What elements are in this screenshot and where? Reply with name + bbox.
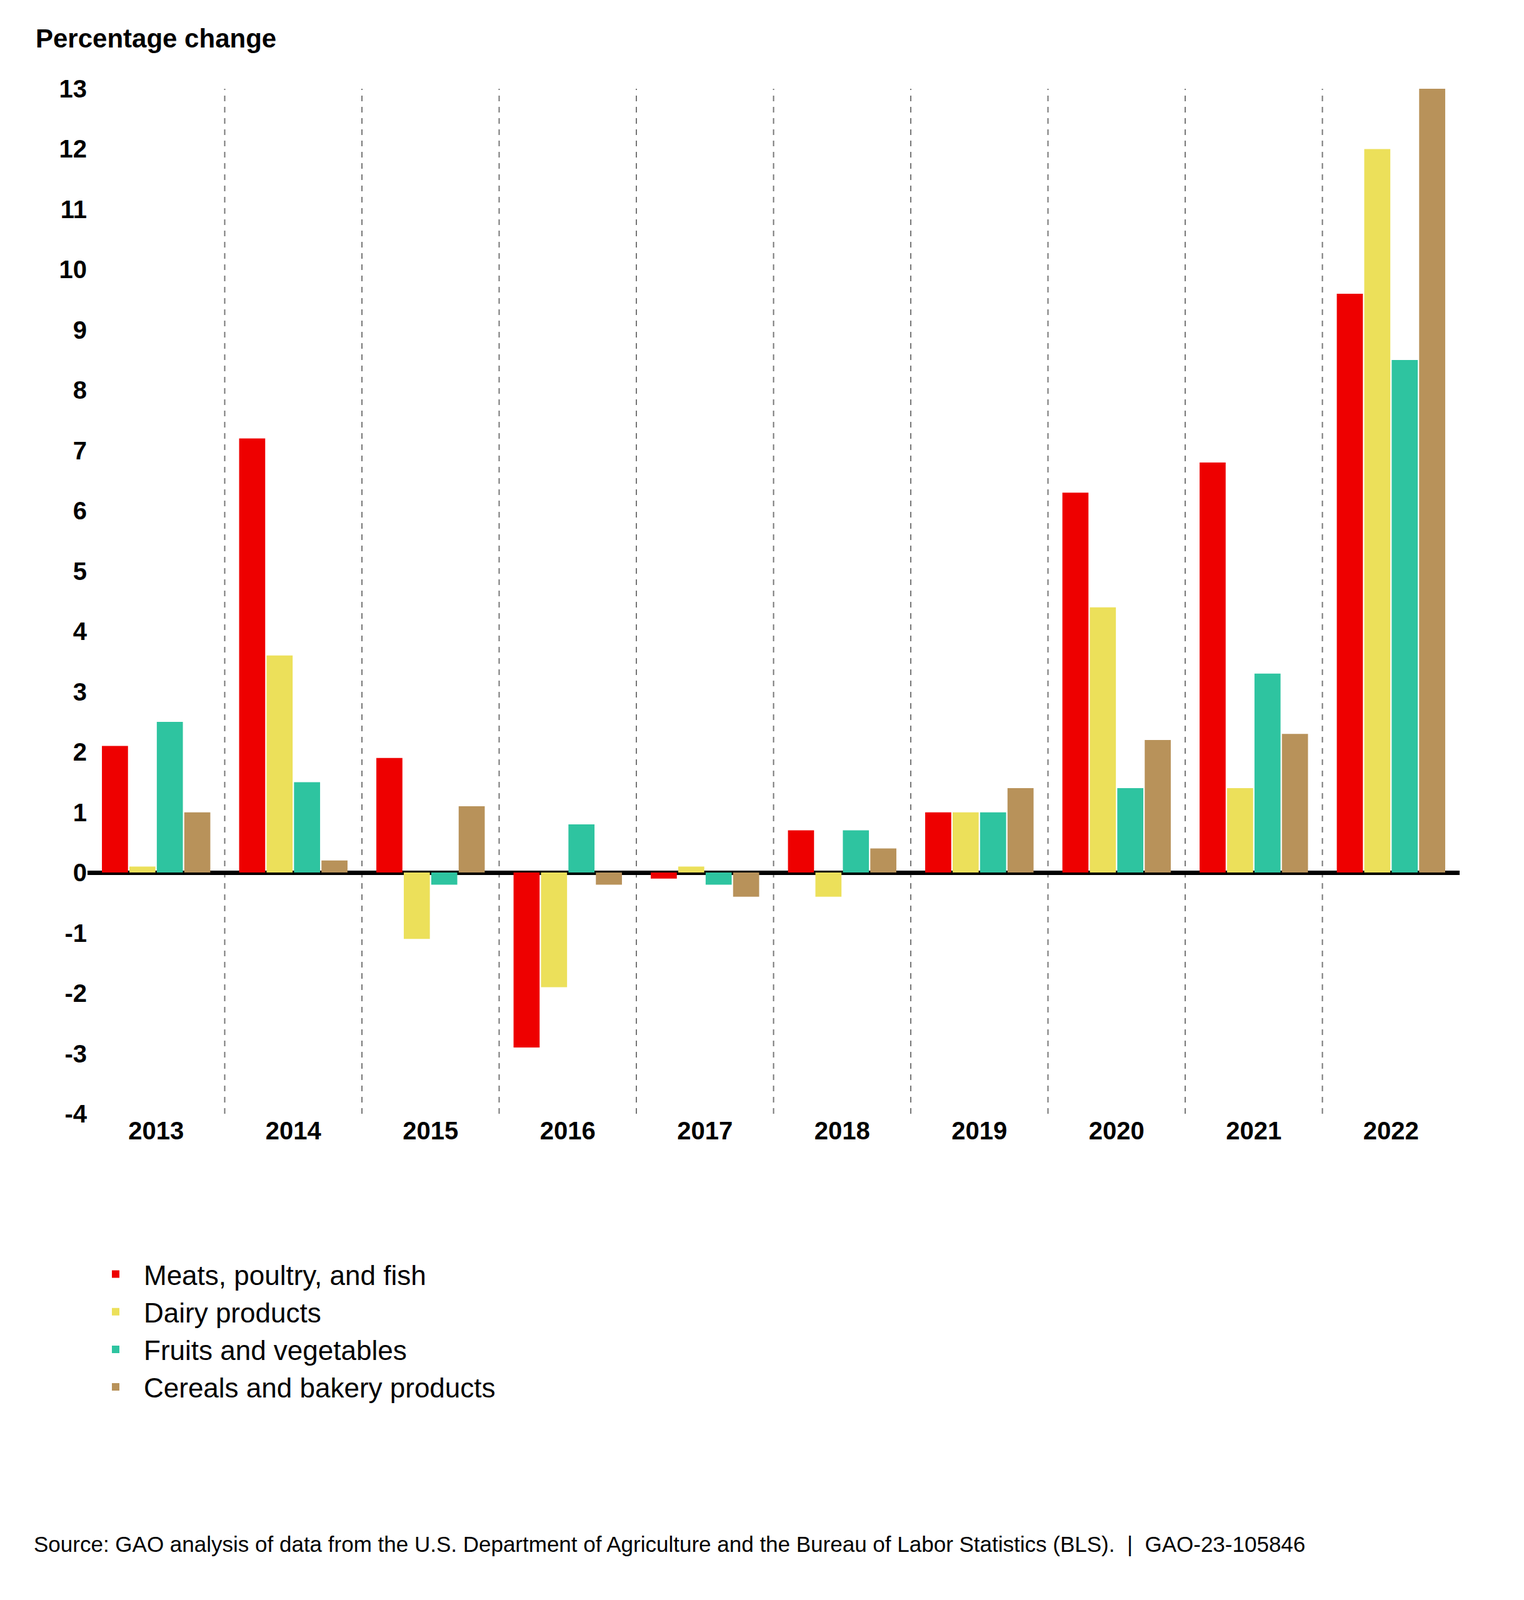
svg-text:-2: -2 xyxy=(64,979,87,1008)
svg-text:8: 8 xyxy=(73,376,87,404)
svg-text:-3: -3 xyxy=(64,1040,87,1068)
svg-text:2014: 2014 xyxy=(265,1117,322,1145)
svg-text:7: 7 xyxy=(73,436,87,465)
svg-text:Cereals and bakery products: Cereals and bakery products xyxy=(143,1372,496,1404)
svg-text:Dairy products: Dairy products xyxy=(143,1297,322,1329)
svg-text:12: 12 xyxy=(59,135,88,163)
svg-text:0: 0 xyxy=(73,858,87,887)
svg-text:2018: 2018 xyxy=(814,1117,871,1145)
svg-text:2021: 2021 xyxy=(1225,1117,1282,1145)
svg-text:5: 5 xyxy=(73,557,87,586)
svg-text:4: 4 xyxy=(73,617,88,646)
svg-text:2019: 2019 xyxy=(951,1117,1008,1145)
svg-text:Fruits and vegetables: Fruits and vegetables xyxy=(143,1335,407,1366)
svg-text:-4: -4 xyxy=(64,1100,87,1128)
svg-text:10: 10 xyxy=(59,255,88,284)
svg-text:9: 9 xyxy=(73,316,87,344)
svg-text:2020: 2020 xyxy=(1088,1117,1145,1145)
svg-text:1: 1 xyxy=(73,798,87,827)
svg-text:Percentage change: Percentage change xyxy=(35,23,277,54)
svg-text:2016: 2016 xyxy=(540,1117,596,1145)
svg-text:11: 11 xyxy=(60,195,87,224)
svg-text:13: 13 xyxy=(59,75,88,103)
svg-text:2013: 2013 xyxy=(128,1117,184,1145)
svg-text:2017: 2017 xyxy=(676,1117,733,1145)
svg-text:Source: GAO analysis of data f: Source: GAO analysis of data from the U.… xyxy=(33,1532,1306,1557)
svg-text:2022: 2022 xyxy=(1363,1117,1419,1145)
svg-text:-1: -1 xyxy=(64,919,87,948)
svg-text:6: 6 xyxy=(73,496,87,525)
svg-text:2015: 2015 xyxy=(402,1117,459,1145)
svg-text:Meats, poultry, and fish: Meats, poultry, and fish xyxy=(143,1260,427,1291)
svg-text:2: 2 xyxy=(73,738,87,766)
svg-text:3: 3 xyxy=(73,678,87,706)
